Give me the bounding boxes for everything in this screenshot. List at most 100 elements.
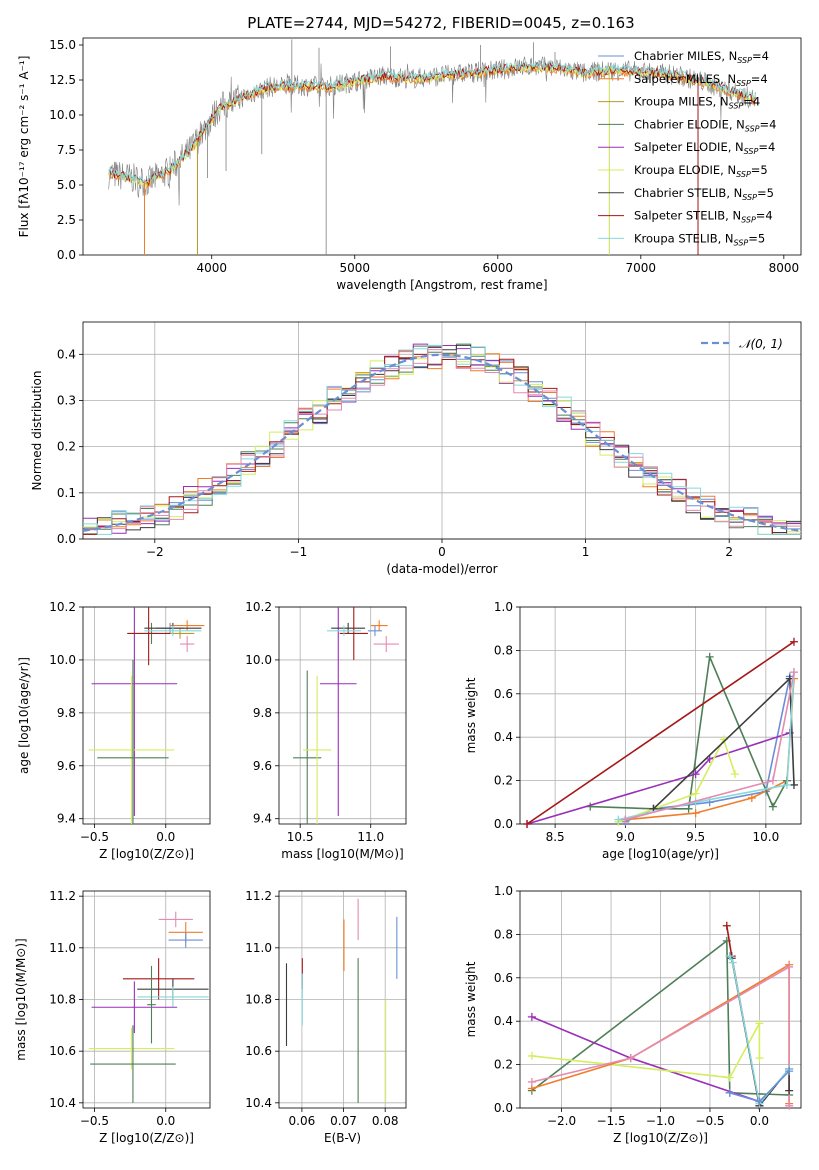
x-tick-label: 0.08 [372,1114,399,1128]
axes-frame [82,606,211,825]
legend-entry: Chabrier STELIB, NSSP=5 [634,186,774,202]
y-tick-label: 1.0 [494,600,513,614]
age-vs-Z-xlabel: Z [log10(Z/Z⊙)] [99,847,194,861]
y-tick-label: 9.8 [57,706,76,720]
series-point [768,802,777,811]
y-tick-label: 0.4 [494,1014,513,1028]
series-point [785,1101,794,1110]
y-tick-label: 11.0 [245,941,272,955]
mass-vs-Z-ylabel: mass [log10(M/M⊙)] [14,938,28,1060]
axes-frame [519,890,802,1109]
series-point [768,776,777,785]
series-line [531,939,790,1096]
series-point [626,1054,635,1063]
y-tick-label: 10.4 [245,1096,272,1110]
y-tick-label: 7.5 [57,143,76,157]
y-tick-label: 10.2 [245,600,272,614]
series-point [755,1019,764,1028]
legend-entry: Salpeter STELIB, NSSP=4 [634,209,773,225]
x-tick-label: 7000 [626,261,657,275]
x-tick-label: −1 [290,545,308,559]
x-tick-label: −1.0 [646,1114,675,1128]
series-point [725,952,734,961]
series-line [590,653,788,810]
mass-weight-vs-age-ylabel: mass weight [464,677,478,753]
y-tick-label: 9.6 [57,759,76,773]
y-tick-label: 10.6 [245,1044,272,1058]
spectrum-axes: 4000 5000 6000 7000 8000 0.0 2.5 5.0 7.5 10.0 12.5… [49,37,802,275]
series-point [614,815,623,824]
residuals-xlabel: (data-model)/error [386,562,497,576]
normal-curve [82,353,802,532]
axes-frame [278,606,407,825]
y-tick-label: 2.5 [57,213,76,227]
x-tick-label: −0.5 [695,1114,724,1128]
series-point [785,1086,794,1095]
legend-entry: Chabrier ELODIE, NSSP=4 [634,117,776,133]
legend-entry: Salpeter ELODIE, NSSP=4 [634,140,775,156]
series-line [531,965,790,1106]
series-point [730,770,739,779]
series-point [527,1051,536,1060]
age-vs-Z-ylabel: age [log10(age/yr)] [17,657,31,774]
x-tick-label: −0.5 [80,830,109,844]
series-point [684,804,693,813]
mass-weight-vs-age-axes: 8.5 9.0 9.5 10.0 0.0 0.2 0.4 0.6 0.8 1.0 [494,600,802,844]
series-point [691,789,700,798]
figure-title: PLATE=2744, MJD=54272, FIBERID=0045, z=0… [247,14,634,32]
legend-entry: Kroupa ELODIE, NSSP=5 [634,163,768,179]
residuals-axes: −2 −1 0 1 2 0.0 0.1 0.2 0.3 0.4 [57,321,802,559]
mass-vs-Z-xlabel: Z [log10(Z/Z⊙)] [99,1131,194,1145]
series-point [728,958,737,967]
series-line [526,732,791,824]
axes-frame [519,606,802,825]
y-tick-label: 0.2 [57,440,76,454]
series-point [725,1073,734,1082]
y-tick-label: 10.0 [49,653,76,667]
series-point [621,815,630,824]
y-tick-label: 0.0 [57,532,76,546]
series-point [691,809,700,818]
residuals-ylabel: Normed distribution [30,371,44,491]
y-tick-label: 9.4 [253,812,272,826]
y-tick-label: 0.8 [494,643,513,657]
y-tick-label: 12.5 [49,73,76,87]
series-point [755,1054,764,1063]
x-tick-label: −2.0 [547,1114,576,1128]
series-point [523,820,532,828]
y-tick-label: 11.0 [49,941,76,955]
series-line [526,641,795,824]
x-tick-label: −0.5 [80,1114,109,1128]
spectrum-model-line [108,62,756,188]
y-tick-label: 10.4 [49,1096,76,1110]
series-point [782,780,791,789]
mass-weight-vs-age-xlabel: age [log10(age/yr)] [602,847,719,861]
legend-entry: 𝒩(0, 1) [739,337,783,351]
y-tick-label: 0.2 [494,1058,513,1072]
legend-entry: Salpeter MILES, NSSP=4 [634,72,768,88]
y-tick-label: 0.6 [494,971,513,985]
series-point [527,1012,536,1021]
axes-frame [82,890,211,1109]
legend-entry: Kroupa MILES, NSSP=4 [634,95,760,111]
y-tick-label: 9.8 [253,706,272,720]
series-point [747,793,756,802]
y-tick-label: 11.2 [49,889,76,903]
age-vs-mass-axes: 10.5 11.0 9.4 9.6 9.8 10.0 10.2 [245,600,407,844]
residual-histogram [83,344,801,535]
series-line [652,676,795,810]
x-tick-label: 0.07 [330,1114,357,1128]
series-point [785,962,794,971]
axes-frame [82,321,802,540]
y-tick-label: 0.6 [494,687,513,701]
series-line [618,737,736,823]
x-tick-label: 0.0 [156,830,175,844]
mass-weight-vs-Z-ylabel: mass weight [464,961,478,1037]
series-point [789,637,798,646]
y-tick-label: 15.0 [49,38,76,52]
mass-weight-vs-Z-xlabel: Z [log10(Z/Z⊙)] [613,1131,708,1145]
x-tick-label: 4000 [196,261,227,275]
y-tick-label: 0.0 [57,248,76,262]
axes-frame [82,37,802,256]
